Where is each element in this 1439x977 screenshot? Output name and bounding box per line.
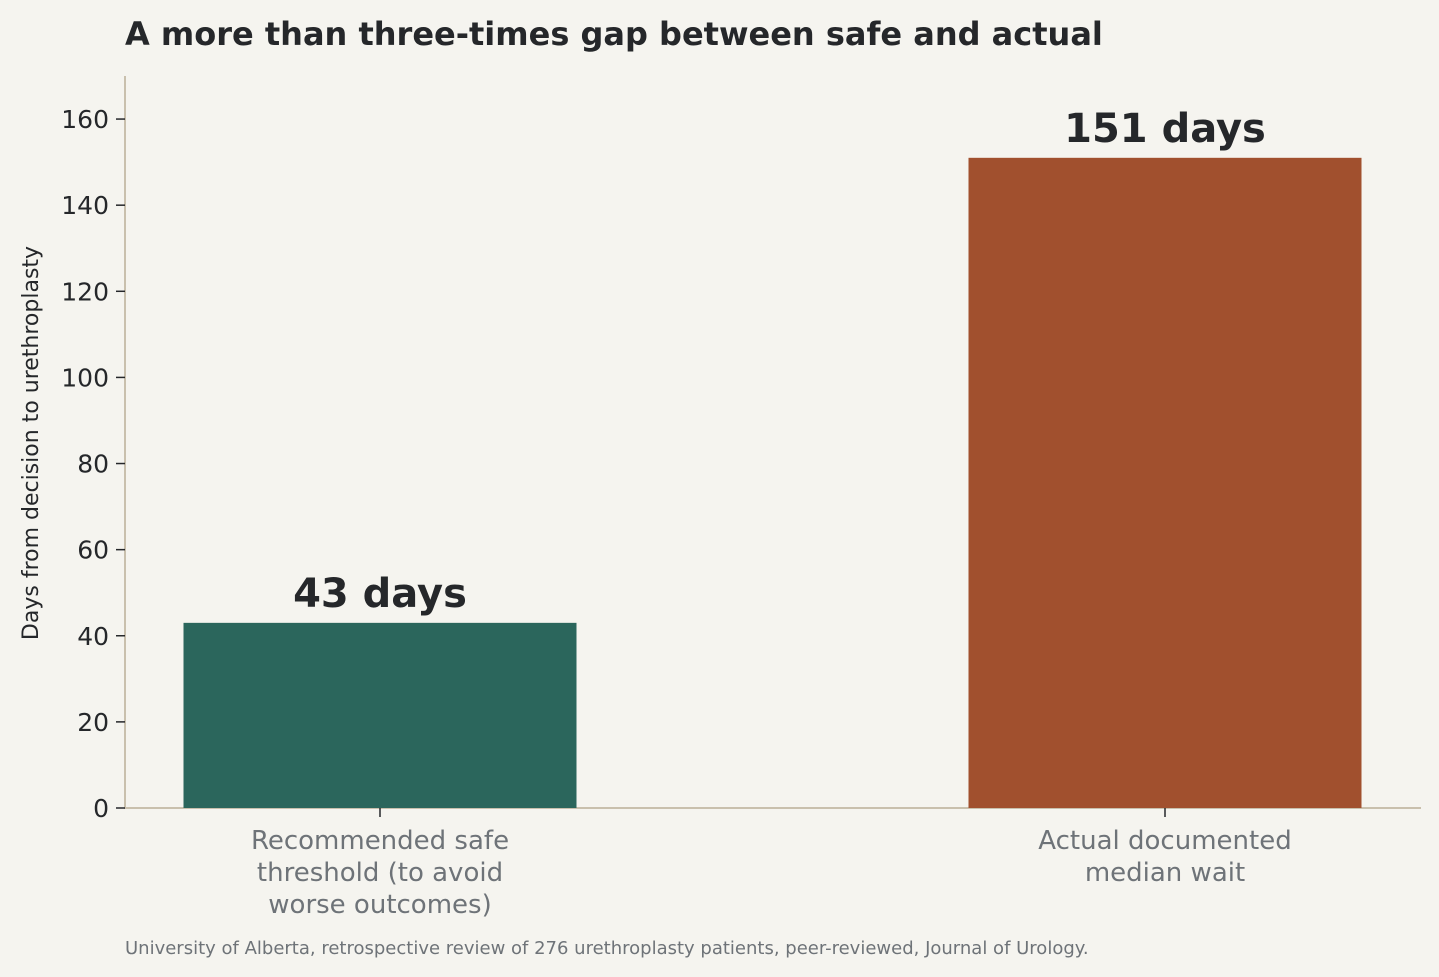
y-axis-label: Days from decision to urethroplasty xyxy=(19,246,44,640)
bars: 43 days 151 days xyxy=(183,106,1362,808)
x-tick-label: worse outcomes) xyxy=(268,890,491,920)
y-tick-label: 120 xyxy=(61,277,109,306)
y-ticks: 0 20 40 60 80 100 120 140 160 xyxy=(61,105,125,823)
y-tick-label: 160 xyxy=(61,105,109,134)
y-tick-label: 40 xyxy=(77,622,109,651)
x-tick-label: threshold (to avoid xyxy=(257,858,503,888)
x-tick-label: median wait xyxy=(1085,858,1245,888)
bar xyxy=(183,622,577,808)
y-tick-label: 80 xyxy=(77,450,109,479)
y-tick-label: 20 xyxy=(77,708,109,737)
y-tick-label: 60 xyxy=(77,536,109,565)
chart-title: A more than three-times gap between safe… xyxy=(125,15,1103,53)
bar-data-label: 151 days xyxy=(1064,106,1266,152)
bar-data-label: 43 days xyxy=(293,571,467,617)
y-tick-label: 100 xyxy=(61,363,109,392)
y-tick-label: 140 xyxy=(61,191,109,220)
x-tick-label: Recommended safe xyxy=(251,826,509,856)
x-tick-label: Actual documented xyxy=(1038,826,1291,856)
source-note: University of Alberta, retrospective rev… xyxy=(125,938,1089,959)
bar xyxy=(968,157,1362,808)
y-tick-label: 0 xyxy=(93,794,109,823)
